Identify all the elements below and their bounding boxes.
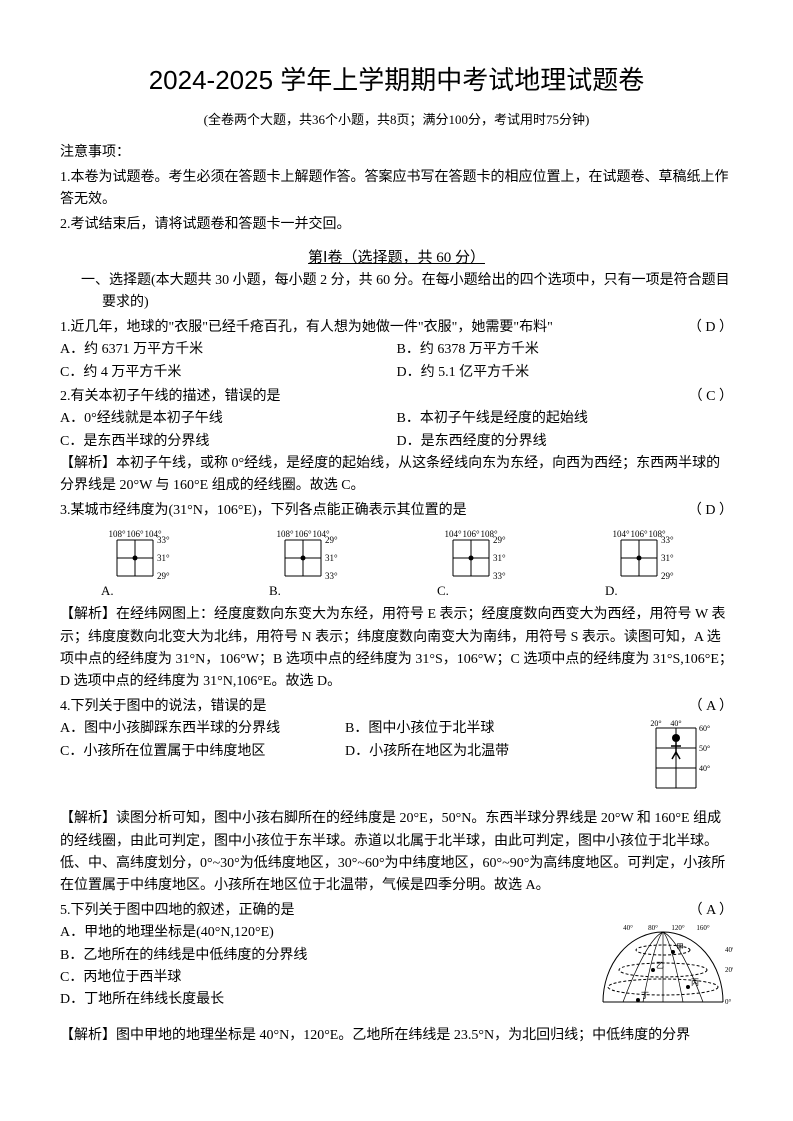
svg-text:106°: 106° (126, 529, 144, 539)
q5-explain: 【解析】图中甲地的地理坐标是 40°N，120°E。乙地所在纬线是 23.5°N… (60, 1025, 733, 1047)
q3-grids: 108°106°104°33°31°29°A.108°106°104°29°31… (60, 528, 733, 598)
q1-opt-b: B．约 6378 万平方千米 (397, 339, 734, 361)
svg-text:33°: 33° (157, 535, 170, 545)
svg-text:C.: C. (437, 583, 449, 598)
q2-text: 2.有关本初子午线的描述，错误的是 (60, 386, 681, 408)
q4-figure: 20° 40° 60° 50° 40° (638, 718, 733, 808)
svg-text:60°: 60° (699, 724, 710, 733)
svg-text:B.: B. (269, 583, 281, 598)
q4-opt-b: B．图中小孩位于北半球 (345, 718, 630, 740)
q3-explain: 【解析】在经纬网图上：经度度数向东变大为东经，用符号 E 表示；经度度数向西变大… (60, 604, 733, 694)
exam-subtitle: (全卷两个大题，共36个小题，共8页；满分100分，考试用时75分钟) (60, 110, 733, 131)
svg-text:104°: 104° (445, 529, 463, 539)
svg-text:40°: 40° (699, 764, 710, 773)
q2-explain: 【解析】本初子午线，或称 0°经线，是经度的起始线，从这条经线向东为东经，向西为… (60, 453, 733, 498)
q5-answer: （ A ） (681, 900, 733, 922)
svg-text:31°: 31° (325, 553, 338, 563)
svg-text:29°: 29° (661, 571, 674, 581)
svg-text:20°: 20° (650, 719, 661, 728)
svg-text:106°: 106° (631, 529, 649, 539)
q4-answer: （ A ） (681, 696, 733, 718)
svg-text:31°: 31° (661, 553, 674, 563)
svg-text:29°: 29° (325, 535, 338, 545)
svg-text:120°: 120° (671, 924, 685, 932)
q4-opt-c: C．小孩所在位置属于中纬度地区 (60, 741, 345, 763)
q3-text: 3.某城市经纬度为(31°N，106°E)，下列各点能正确表示其位置的是 (60, 500, 680, 522)
q5-figure: 40° 80° 120° 160° 40° 20° 0° 甲乙丙丁 (593, 922, 733, 1017)
svg-text:40°: 40° (725, 946, 733, 954)
q2-answer: （ C ） (681, 386, 733, 408)
svg-text:108°: 108° (276, 529, 294, 539)
svg-text:40°: 40° (670, 719, 681, 728)
part1-intro: 一、选择题(本大题共 30 小题，每小题 2 分，共 60 分。在每小题给出的四… (60, 270, 733, 315)
q1-text: 1.近几年，地球的"衣服"已经千疮百孔，有人想为她做一件"衣服"，她需要"布料" (60, 317, 680, 339)
notice-2: 2.考试结束后，请将试题卷和答题卡一并交回。 (60, 214, 733, 236)
svg-text:29°: 29° (493, 535, 506, 545)
svg-text:50°: 50° (699, 744, 710, 753)
svg-text:80°: 80° (648, 924, 658, 932)
exam-title: 2024-2025 学年上学期期中考试地理试题卷 (60, 60, 733, 102)
svg-text:丁: 丁 (641, 991, 649, 1000)
q3-answer: （ D ） (680, 500, 733, 522)
svg-text:D.: D. (605, 583, 618, 598)
svg-text:106°: 106° (294, 529, 312, 539)
svg-text:0°: 0° (725, 998, 732, 1006)
svg-text:40°: 40° (623, 924, 633, 932)
svg-text:31°: 31° (157, 553, 170, 563)
q1-opt-d: D．约 5.1 亿平方千米 (397, 362, 734, 384)
svg-text:31°: 31° (493, 553, 506, 563)
q5-text: 5.下列关于图中四地的叙述，正确的是 (60, 900, 681, 922)
q1-answer: （ D ） (680, 317, 733, 339)
svg-text:乙: 乙 (656, 961, 664, 970)
svg-text:108°: 108° (108, 529, 126, 539)
q4-opt-d: D．小孩所在地区为北温带 (345, 741, 630, 763)
svg-text:29°: 29° (157, 571, 170, 581)
svg-text:104°: 104° (613, 529, 631, 539)
svg-text:33°: 33° (325, 571, 338, 581)
q1-opt-a: A．约 6371 万平方千米 (60, 339, 397, 361)
q2-opt-a: A．0°经线就是本初子午线 (60, 408, 397, 430)
q2-opt-c: C．是东西半球的分界线 (60, 431, 397, 453)
q3-grid-option: 104°106°108°29°31°33°C. (433, 528, 528, 598)
svg-text:106°: 106° (463, 529, 481, 539)
svg-text:丙: 丙 (691, 978, 699, 987)
svg-text:A.: A. (101, 583, 114, 598)
q2-opt-d: D．是东西经度的分界线 (397, 431, 734, 453)
q4-explain: 【解析】读图分析可知，图中小孩右脚所在的经纬度是 20°E，50°N。东西半球分… (60, 808, 733, 898)
q3-grid-option: 104°106°108°33°31°29°D. (601, 528, 696, 598)
q2-opt-b: B．本初子午线是经度的起始线 (397, 408, 734, 430)
svg-text:20°: 20° (725, 966, 733, 974)
notice-block: 注意事项： 1.本卷为试题卷。考生必须在答题卡上解题作答。答案应书写在答题卡的相… (60, 142, 733, 236)
q3-grid-option: 108°106°104°29°31°33°B. (265, 528, 360, 598)
svg-text:33°: 33° (661, 535, 674, 545)
q4-opt-a: A．图中小孩脚踩东西半球的分界线 (60, 718, 345, 740)
q4-text: 4.下列关于图中的说法，错误的是 (60, 696, 681, 718)
svg-text:甲: 甲 (676, 943, 684, 952)
section-1-header: 第Ⅰ卷（选择题，共 60 分） (60, 246, 733, 270)
q1-opt-c: C．约 4 万平方千米 (60, 362, 397, 384)
notice-1: 1.本卷为试题卷。考生必须在答题卡上解题作答。答案应书写在答题卡的相应位置上，在… (60, 167, 733, 212)
notice-head: 注意事项： (60, 142, 733, 164)
svg-text:33°: 33° (493, 571, 506, 581)
q3-grid-option: 108°106°104°33°31°29°A. (97, 528, 192, 598)
svg-text:160°: 160° (696, 924, 710, 932)
